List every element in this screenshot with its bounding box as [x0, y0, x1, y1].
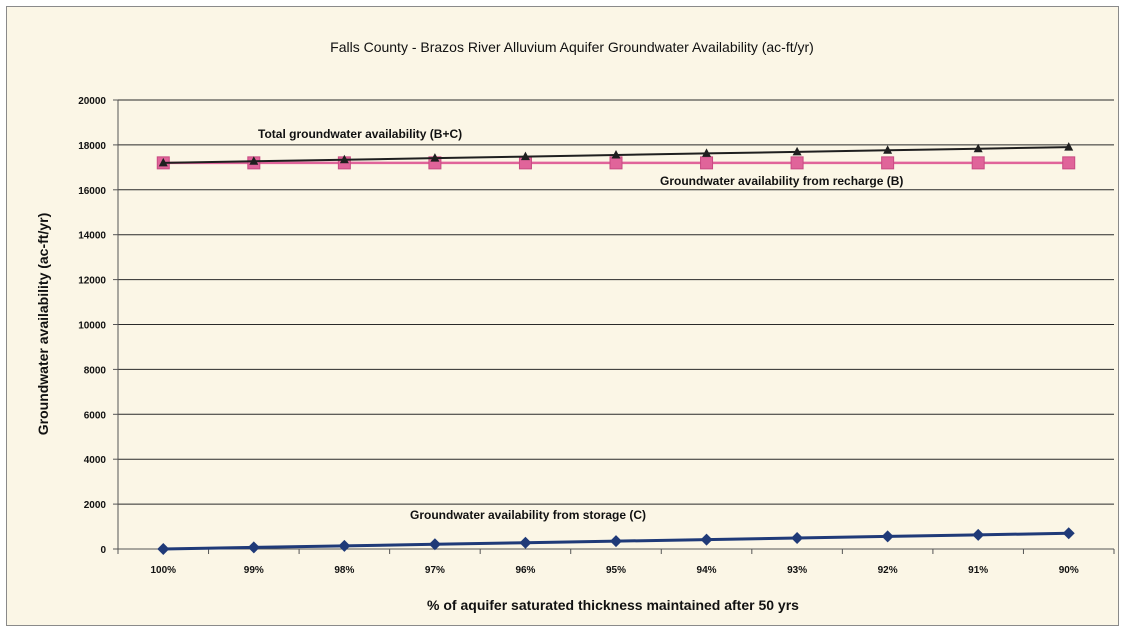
data-point: [249, 156, 259, 165]
data-point: [700, 156, 714, 170]
chart-frame: [6, 6, 1119, 626]
data-point: [610, 535, 622, 548]
data-point: [338, 539, 351, 552]
data-point: [790, 156, 804, 170]
x-axis-label: % of aquifer saturated thickness maintai…: [427, 597, 799, 613]
x-tick-label: 95%: [606, 565, 626, 576]
annotation-recharge: Groundwater availability from recharge (…: [660, 174, 903, 188]
data-point: [611, 150, 621, 159]
x-tick-label: 93%: [787, 565, 807, 576]
x-tick-label: 94%: [697, 565, 717, 576]
data-point: [791, 531, 804, 544]
annotation-storage: Groundwater availability from storage (C…: [410, 508, 646, 522]
data-point: [430, 153, 440, 162]
data-point: [428, 538, 441, 551]
series-1: [156, 156, 1076, 170]
data-point: [247, 541, 260, 554]
data-point: [700, 533, 713, 546]
data-point: [972, 528, 985, 541]
y-tick-label: 4000: [84, 455, 107, 466]
chart-title: Falls County - Brazos River Alluvium Aqu…: [330, 39, 814, 55]
x-tick-label: 98%: [334, 565, 354, 576]
y-axis-label: Groundwater availability (ac-ft/yr): [35, 213, 51, 436]
y-tick-label: 16000: [78, 186, 106, 197]
y-tick-label: 12000: [78, 276, 106, 287]
data-point: [792, 146, 802, 156]
series-layer: [156, 142, 1076, 555]
x-tick-label: 90%: [1059, 565, 1079, 576]
data-point: [339, 154, 349, 164]
y-tick-label: 14000: [78, 231, 106, 242]
y-tick-label: 10000: [78, 321, 106, 332]
x-tick-label: 97%: [425, 565, 445, 576]
data-point: [881, 530, 894, 543]
y-tick-label: 8000: [84, 365, 107, 376]
data-point: [881, 156, 895, 170]
series-0: [158, 142, 1074, 167]
y-tick-label: 18000: [78, 141, 106, 152]
x-tick-labels: 100% 99% 98% 97% 96% 95% 94% 93% 92% 91% 90%: [117, 549, 1115, 576]
y-tick-labels: 0 2000 4000 6000 8000 10000 12000 14000 16000 180…: [78, 96, 118, 556]
grid-lines: [118, 99, 1114, 505]
data-point: [973, 143, 983, 153]
data-point: [157, 543, 170, 555]
x-tick-label: 100%: [150, 565, 176, 576]
data-point: [1064, 142, 1074, 151]
data-point: [883, 145, 893, 154]
y-tick-label: 0: [100, 545, 106, 556]
data-point: [1062, 527, 1075, 540]
data-point: [702, 148, 712, 157]
annotation-total: Total groundwater availability (B+C): [258, 127, 462, 141]
data-point: [519, 536, 532, 549]
data-point: [1062, 156, 1076, 170]
x-tick-label: 91%: [968, 565, 988, 576]
data-point: [520, 151, 530, 161]
data-point: [158, 157, 168, 167]
series-2: [157, 527, 1075, 555]
data-point: [609, 156, 623, 170]
x-tick-label: 99%: [244, 565, 264, 576]
data-point: [971, 156, 985, 170]
y-tick-label: 20000: [78, 96, 106, 107]
y-tick-label: 2000: [84, 500, 107, 511]
x-tick-label: 96%: [515, 565, 535, 576]
y-tick-label: 6000: [84, 410, 107, 421]
x-tick-label: 92%: [878, 565, 898, 576]
